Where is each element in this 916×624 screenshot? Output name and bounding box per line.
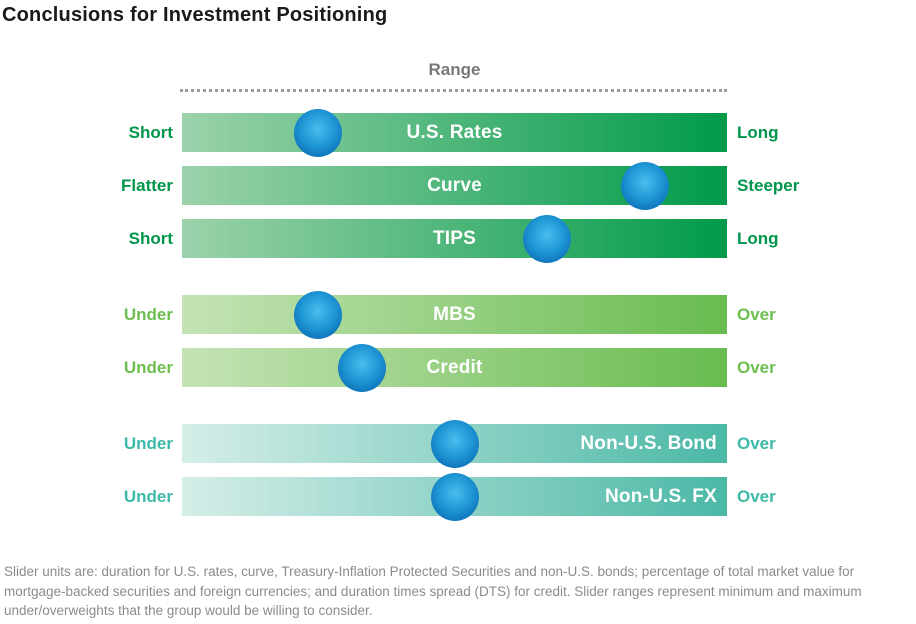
page-title: Conclusions for Investment Positioning [2,4,388,26]
slider-left-label: Under [123,433,173,453]
slider-track-title: Credit [426,356,483,378]
slider-track-title: Non-U.S. FX [605,485,717,507]
slider-right-label: Long [737,228,779,248]
slider-right-label: Over [737,433,776,453]
slider-left-label: Under [123,304,173,324]
slider-left-label: Short [128,122,173,142]
slider-row-non-us-bond: Under Non-U.S. Bond Over [0,419,916,468]
range-header-label: Range [428,60,481,79]
slider-left-label: Flatter [121,175,173,195]
slider-right-label: Long [737,122,779,142]
slider-right-label: Over [737,357,776,377]
slider-track: TIPS [182,214,727,263]
slider-left-label: Under [123,486,173,506]
slider-track-title: U.S. Rates [406,121,503,143]
slider-knob[interactable] [337,343,386,392]
slider-track-title: Curve [427,174,482,196]
slider-knob[interactable] [294,108,343,157]
slider-right-label: Over [737,304,776,324]
slider-left-label: Short [128,228,173,248]
investment-positioning-figure: Conclusions for Investment Positioning R… [0,4,916,624]
slider-knob[interactable] [523,214,572,263]
slider-track: Credit [182,343,727,392]
slider-left-label: Under [123,357,173,377]
slider-track-title: Non-U.S. Bond [580,432,717,454]
slider-right-label: Over [737,486,776,506]
slider-row-credit: Under Credit Over [0,343,916,392]
slider-row-us-rates: Short U.S. Rates Long [0,108,916,157]
slider-knob[interactable] [621,161,670,210]
slider-track: MBS [182,290,727,339]
slider-rows: Short U.S. Rates Long Flatter Curve Stee… [0,108,916,521]
slider-track: Non-U.S. Bond [182,419,727,468]
slider-right-label: Steeper [737,175,800,195]
slider-track: Non-U.S. FX [182,472,727,521]
slider-track-title: MBS [433,303,476,325]
slider-knob[interactable] [294,290,343,339]
slider-knob[interactable] [430,472,479,521]
footnote-text: Slider units are: duration for U.S. rate… [4,564,862,619]
slider-track: Curve [182,161,727,210]
slider-track: U.S. Rates [182,108,727,157]
slider-row-curve: Flatter Curve Steeper [0,161,916,210]
slider-track-title: TIPS [432,227,477,249]
slider-row-non-us-fx: Under Non-U.S. FX Over [0,472,916,521]
slider-knob[interactable] [430,419,479,468]
slider-row-mbs: Under MBS Over [0,290,916,339]
slider-row-tips: Short TIPS Long [0,214,916,263]
range-dotted-rule [180,89,727,92]
